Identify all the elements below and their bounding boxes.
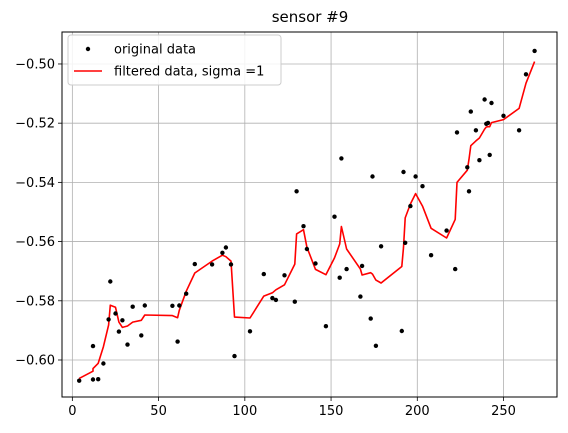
plot-frame <box>61 31 558 398</box>
original-data-point <box>106 317 111 322</box>
original-data-point <box>90 343 96 349</box>
original-data-point <box>399 328 404 334</box>
x-tick-label: 250 <box>491 404 516 419</box>
original-data-point <box>370 174 375 179</box>
tick-layer: 0 50 100 150 200 250 −0.60 −0.58 −0.56 −0.54 −0.52… <box>15 57 516 419</box>
original-data-point <box>428 253 434 258</box>
original-data-point <box>489 100 494 106</box>
original-data-point <box>482 97 487 102</box>
y-tick-label: −0.58 <box>15 294 55 309</box>
original-data-point <box>142 303 147 308</box>
original-data-point <box>232 353 237 359</box>
original-data-point <box>96 377 101 382</box>
original-data-point <box>270 295 275 301</box>
original-data-point <box>273 297 279 303</box>
original-data-point <box>332 214 337 219</box>
legend-box <box>67 34 282 86</box>
x-tick-label: 150 <box>319 404 344 419</box>
original-data-point <box>292 299 297 304</box>
original-data-point <box>116 329 122 334</box>
original-data-point <box>403 240 408 245</box>
x-tick-label: 200 <box>405 404 430 419</box>
chart-title: sensor #9 <box>272 8 349 26</box>
original-data-point <box>261 271 266 277</box>
original-data-point <box>301 224 306 229</box>
original-data-point <box>523 72 529 77</box>
filtered-data-line <box>78 61 536 380</box>
y-tick-label: −0.54 <box>15 176 55 191</box>
original-data-point <box>408 203 413 209</box>
original-data-point <box>465 165 470 170</box>
legend-label-filtered-data: filtered data, sigma =1 <box>114 65 264 80</box>
original-data-point <box>532 48 537 54</box>
original-data-point <box>294 189 299 194</box>
original-data-point <box>468 109 473 114</box>
original-data-point <box>359 263 365 269</box>
legend-label-original-data: original data <box>114 43 196 58</box>
original-data-point <box>77 378 82 383</box>
original-data-point <box>454 130 460 135</box>
original-data-point <box>113 311 118 316</box>
original-data-point <box>108 279 113 284</box>
original-data-point <box>444 228 449 233</box>
original-data-point <box>170 303 175 308</box>
original-data-point <box>184 291 189 296</box>
legend-marker-original-data <box>85 46 91 52</box>
original-data-point <box>220 250 225 255</box>
original-data-point <box>453 266 458 272</box>
original-data-point <box>420 184 425 189</box>
original-data-point <box>344 266 349 272</box>
original-data-point <box>413 174 418 179</box>
original-data-point <box>323 324 329 329</box>
original-data-point <box>175 339 180 344</box>
original-data-point <box>358 294 363 299</box>
grid-layer <box>62 32 557 397</box>
data-layer <box>77 48 537 383</box>
x-tick-label: 100 <box>232 404 257 419</box>
original-data-point <box>228 262 234 267</box>
original-data-point <box>313 261 318 266</box>
original-data-point <box>120 318 125 323</box>
original-data-point <box>337 275 342 280</box>
y-tick-label: −0.56 <box>15 235 55 250</box>
original-data-point <box>304 246 310 252</box>
original-data-point <box>130 304 135 309</box>
original-data-point <box>90 377 96 382</box>
original-data-point <box>139 333 144 338</box>
legend: original data filtered data, sigma =1 <box>67 34 282 86</box>
y-tick-label: −0.52 <box>15 117 55 132</box>
original-data-point <box>368 316 373 321</box>
original-data-point <box>401 169 406 175</box>
y-tick-label: −0.50 <box>15 57 55 72</box>
original-data-point <box>373 343 379 348</box>
original-data-point <box>101 361 106 366</box>
x-tick-label: 50 <box>150 404 167 419</box>
original-data-point <box>477 158 482 163</box>
original-data-point <box>473 128 479 133</box>
original-data-point <box>223 245 229 250</box>
original-data-point <box>485 120 491 126</box>
original-data-point <box>177 303 182 308</box>
original-data-point <box>247 329 253 334</box>
original-data-point <box>209 262 215 267</box>
x-tick-label: 0 <box>68 404 76 419</box>
original-data-point <box>378 244 384 249</box>
original-data-point <box>192 261 197 267</box>
original-data-point <box>487 152 492 158</box>
y-tick-label: −0.60 <box>15 353 55 368</box>
original-data-point <box>339 156 344 161</box>
original-data-point <box>466 189 472 194</box>
original-data-point <box>501 113 506 119</box>
original-data-point <box>282 273 287 278</box>
original-data-point <box>516 128 522 133</box>
original-data-point <box>125 342 130 347</box>
